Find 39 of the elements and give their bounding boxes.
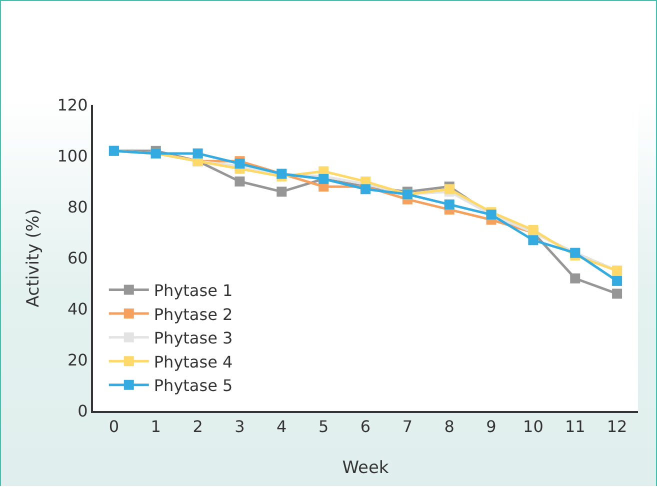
x-tick-label: 10 (523, 417, 544, 436)
y-tick-label: 20 (67, 350, 88, 370)
x-tick-label: 2 (192, 417, 203, 436)
x-tick-label: 0 (108, 417, 120, 436)
y-tick-label: 0 (78, 402, 88, 421)
x-tick-label: 12 (606, 417, 628, 436)
y-axis-title: Activity (%) (23, 208, 44, 308)
x-tick-label: 5 (318, 417, 329, 436)
point (192, 148, 203, 158)
point (234, 176, 245, 186)
x-tick-label: 8 (444, 417, 454, 436)
x-axis-title: Week (342, 458, 389, 478)
point (234, 158, 245, 169)
point (570, 273, 580, 284)
legend-label: Phytase 4 (154, 352, 233, 372)
x-tick-label: 6 (360, 417, 371, 436)
point (276, 186, 287, 197)
point (360, 184, 370, 194)
y-tick-label: 80 (67, 198, 88, 217)
legend-label: Phytase 5 (154, 376, 233, 396)
legend-label: Phytase 2 (154, 304, 233, 324)
point (528, 224, 538, 235)
y-tick-label: 60 (67, 248, 88, 268)
point (612, 276, 622, 286)
x-tick-label: 1 (150, 417, 161, 436)
y-tick-label: 40 (67, 300, 88, 319)
x-tick-label: 3 (234, 417, 245, 436)
legend-label: Phytase 3 (154, 328, 233, 348)
y-tick-label: 120 (57, 96, 88, 115)
point (444, 184, 454, 194)
legend-label: Phytase 1 (154, 280, 233, 300)
x-tick-label: 7 (402, 417, 413, 436)
point (444, 199, 454, 210)
y-tick-label: 100 (57, 146, 88, 166)
x-tick-label: 4 (276, 417, 287, 436)
x-tick-label: 9 (486, 417, 496, 436)
x-tick-label: 11 (564, 417, 586, 436)
point (612, 288, 622, 299)
point (528, 235, 538, 246)
